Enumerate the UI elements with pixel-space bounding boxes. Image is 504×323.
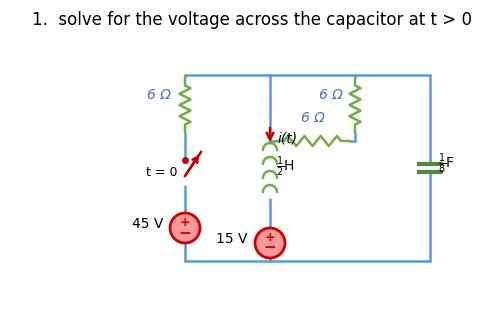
Text: 45 V: 45 V: [132, 217, 163, 231]
Text: +: +: [265, 231, 275, 244]
Text: 15 V: 15 V: [217, 232, 248, 246]
Circle shape: [255, 228, 285, 258]
Text: 6 Ω: 6 Ω: [300, 111, 325, 125]
Text: 6 Ω: 6 Ω: [319, 88, 343, 102]
Text: 1.  solve for the voltage across the capacitor at t > 0: 1. solve for the voltage across the capa…: [32, 11, 472, 29]
Text: t = 0: t = 0: [146, 165, 177, 179]
Text: $\frac{1}{8}$F: $\frac{1}{8}$F: [438, 152, 455, 176]
Text: +: +: [180, 216, 191, 229]
Circle shape: [170, 213, 200, 243]
Text: 6 Ω: 6 Ω: [147, 88, 171, 102]
Text: −: −: [178, 225, 192, 241]
Text: $\frac{1}{2}$H: $\frac{1}{2}$H: [276, 155, 295, 179]
Text: −: −: [264, 241, 276, 255]
Text: i(t): i(t): [278, 132, 298, 146]
